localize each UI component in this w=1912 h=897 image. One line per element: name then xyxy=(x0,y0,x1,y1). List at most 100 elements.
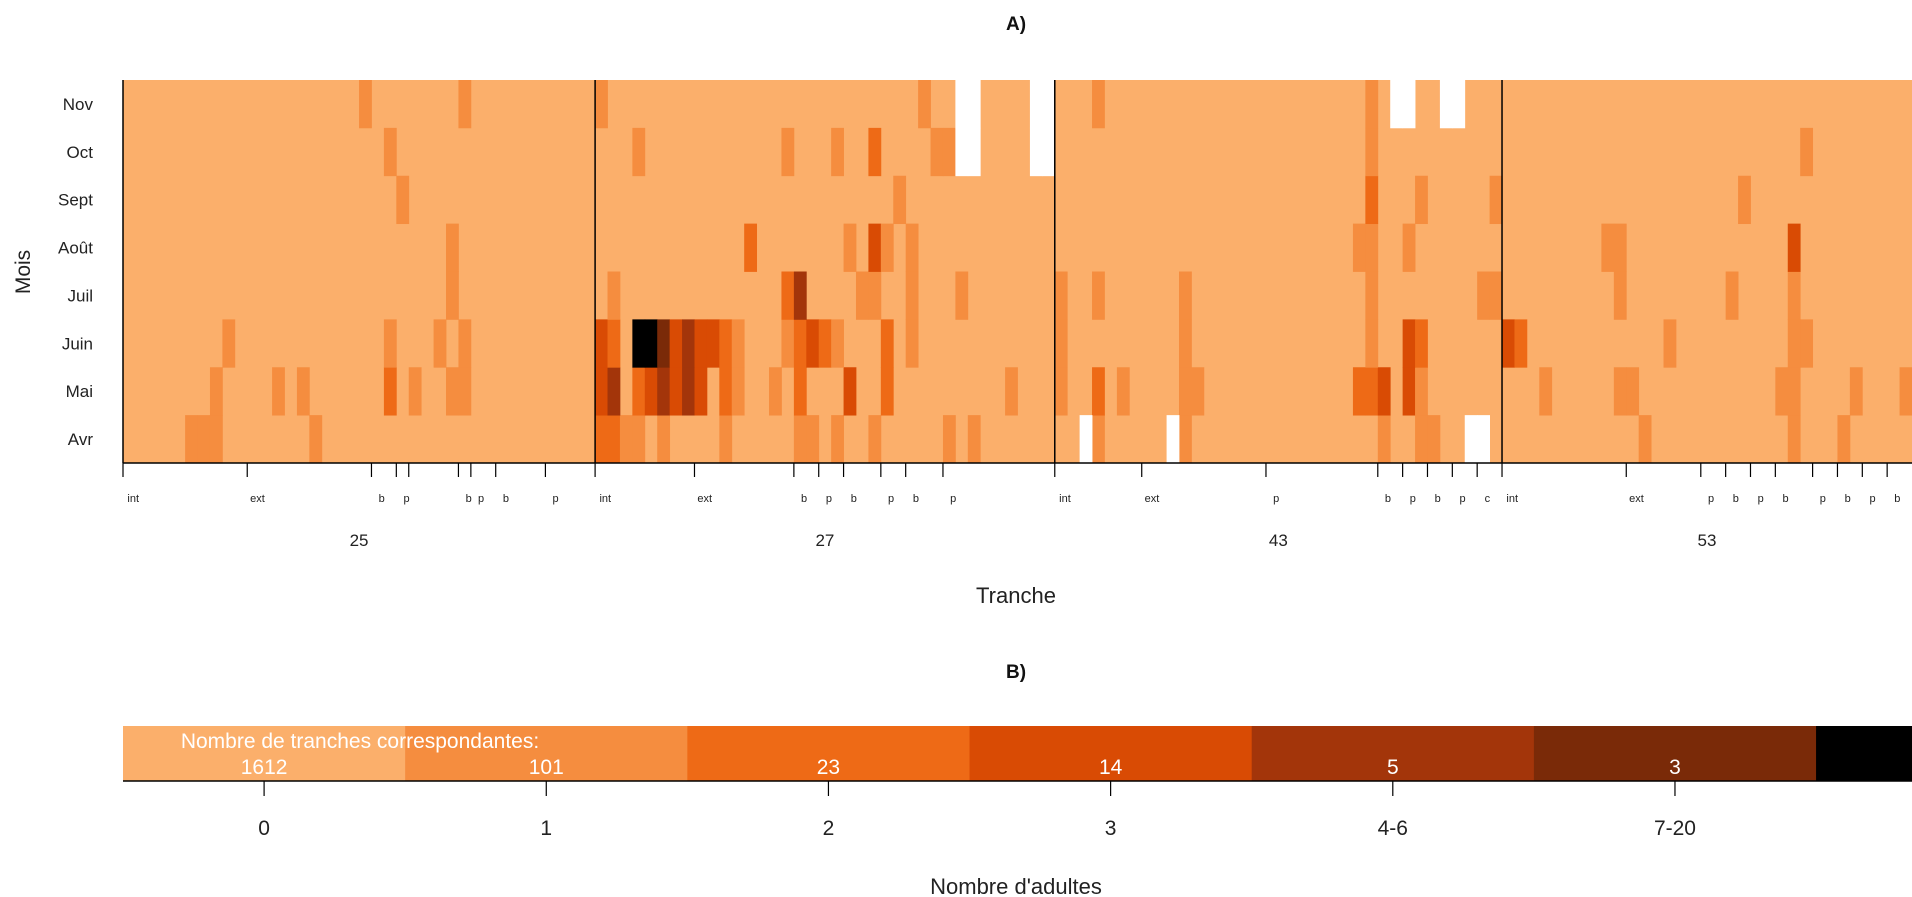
missing-cell xyxy=(1402,80,1416,129)
tick-label: ext xyxy=(1629,493,1644,505)
heatmap-cell xyxy=(1489,175,1503,225)
group-label: 27 xyxy=(815,531,834,550)
heatmap-cell xyxy=(942,127,956,177)
tick-label: b xyxy=(1435,493,1441,505)
heatmap-cell xyxy=(1415,175,1428,225)
heatmap-cell xyxy=(632,127,646,177)
legend-count: 23 xyxy=(817,756,840,779)
heatmap-cell xyxy=(1787,223,1801,272)
heatmap-cell xyxy=(905,319,919,368)
missing-cell xyxy=(1390,80,1404,129)
heatmap-cell xyxy=(806,415,820,464)
heatmap-cell xyxy=(383,319,397,368)
legend-segment xyxy=(1533,726,1817,781)
tick-label: int xyxy=(127,493,139,505)
legend-segment xyxy=(969,726,1253,781)
tick-label: b xyxy=(851,493,857,505)
heatmap-cell xyxy=(868,271,882,320)
heatmap-cell xyxy=(1402,319,1416,368)
heatmap-cell xyxy=(1054,319,1068,368)
tick-label: b xyxy=(1894,493,1900,505)
heatmap-cell xyxy=(1092,415,1105,464)
month-label: Avr xyxy=(68,430,94,449)
legend-count: 101 xyxy=(529,756,564,779)
heatmap-cell xyxy=(1365,367,1379,416)
heatmap-cell xyxy=(619,415,633,464)
legend-count: 1612 xyxy=(241,756,288,779)
heatmap-cell xyxy=(607,415,621,464)
tick-label: ext xyxy=(1145,493,1160,505)
heatmap-cell xyxy=(806,319,820,368)
tick-label: int xyxy=(599,493,611,505)
heatmap-cell xyxy=(607,319,621,368)
month-label: Sept xyxy=(58,191,93,210)
tick-label: p xyxy=(1820,493,1826,505)
heatmap-cell xyxy=(657,415,671,464)
group-background xyxy=(123,80,596,463)
heatmap-cell xyxy=(868,223,882,272)
heatmap-cell xyxy=(843,367,857,416)
legend-category-label: 3 xyxy=(1105,817,1117,840)
legend-category-label: 1 xyxy=(540,817,552,840)
heatmap-cell xyxy=(793,319,807,368)
heatmap-cell xyxy=(918,80,931,129)
heatmap-cell xyxy=(1377,415,1391,464)
legend-count: 5 xyxy=(1387,756,1399,779)
legend-axis-title: Nombre d'adultes xyxy=(930,874,1102,897)
heatmap-cell xyxy=(905,271,919,320)
heatmap-cell xyxy=(682,367,695,416)
heatmap-cell xyxy=(1415,367,1428,416)
heatmap-cell xyxy=(446,367,459,416)
heatmap-cell xyxy=(1502,319,1515,368)
tick-label: int xyxy=(1506,493,1518,505)
legend-segment xyxy=(1251,726,1535,781)
heatmap-cell xyxy=(1738,175,1751,225)
heatmap-cell xyxy=(1116,367,1130,416)
tick-label: p xyxy=(478,493,484,505)
legend-segment xyxy=(1816,726,1912,781)
heatmap-cell xyxy=(1092,271,1105,320)
heatmap-cell xyxy=(955,271,969,320)
heatmap-cell xyxy=(893,175,907,225)
tick-label: b xyxy=(801,493,807,505)
missing-cell xyxy=(1464,415,1478,464)
heatmap-cell xyxy=(446,223,459,272)
heatmap-cell xyxy=(880,319,894,368)
missing-cell xyxy=(967,80,981,129)
heatmap-cell xyxy=(296,367,310,416)
heatmap-cell xyxy=(1725,271,1739,320)
heatmap-cell xyxy=(595,319,608,368)
heatmap-cell xyxy=(769,367,782,416)
heatmap-cell xyxy=(1849,367,1863,416)
heatmap-cell xyxy=(1415,319,1428,368)
heatmap-cell xyxy=(855,271,869,320)
month-label: Juin xyxy=(62,334,93,353)
month-label: Août xyxy=(58,239,93,258)
tick-label: p xyxy=(950,493,956,505)
heatmap-cell xyxy=(408,367,422,416)
missing-cell xyxy=(1166,415,1180,464)
heatmap-cell xyxy=(1638,415,1652,464)
heatmap-cell xyxy=(1179,271,1192,320)
heatmap-cell xyxy=(1365,80,1379,129)
tick-label: ext xyxy=(250,493,265,505)
heatmap-cell xyxy=(1092,367,1105,416)
heatmap-cell xyxy=(209,367,223,416)
x-axis-title: Tranche xyxy=(976,583,1056,608)
heatmap-cell xyxy=(781,319,795,368)
heatmap-cell xyxy=(1626,367,1640,416)
heatmap-cell xyxy=(1054,271,1068,320)
tick-label: p xyxy=(1459,493,1465,505)
tick-label: b xyxy=(1733,493,1739,505)
heatmap-cell xyxy=(396,175,410,225)
heatmap-cell xyxy=(1365,319,1379,368)
heatmap-cell xyxy=(595,367,608,416)
heatmap-cell xyxy=(694,367,708,416)
heatmap-cell xyxy=(458,80,472,129)
heatmap-cell xyxy=(1365,271,1379,320)
heatmap-cell xyxy=(1800,319,1814,368)
missing-cell xyxy=(1079,415,1093,464)
heatmap-cell xyxy=(1005,367,1018,416)
tick-label: c xyxy=(1485,493,1491,505)
